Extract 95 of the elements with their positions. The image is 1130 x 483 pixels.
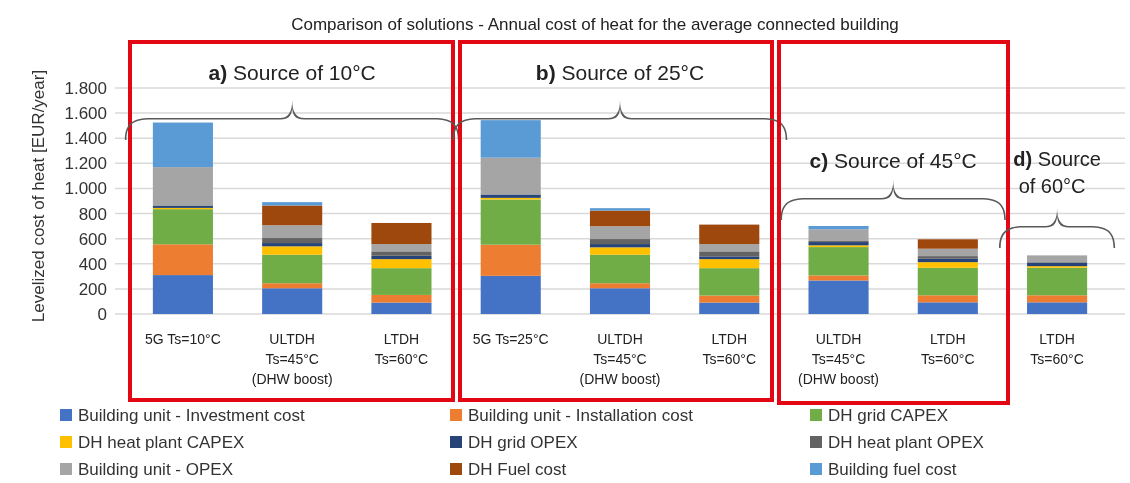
bar bbox=[699, 295, 760, 303]
bar bbox=[1027, 262, 1088, 267]
y-axis-title: Levelized cost of heat [EUR/year] bbox=[29, 69, 48, 323]
bar bbox=[589, 283, 651, 289]
legend-label: Building unit - Installation cost bbox=[468, 405, 694, 425]
legend-label: DH grid CAPEX bbox=[828, 405, 948, 425]
y-tick-label: 1.000 bbox=[64, 179, 107, 199]
bar bbox=[699, 224, 760, 245]
bar bbox=[152, 244, 213, 276]
bar bbox=[371, 302, 432, 314]
bar bbox=[808, 225, 869, 230]
text: b) Source of 25°C bbox=[535, 61, 705, 84]
bar bbox=[699, 302, 760, 314]
bar bbox=[480, 120, 541, 158]
bar bbox=[589, 208, 651, 211]
bar bbox=[1027, 267, 1088, 296]
y-tick-label: 1.600 bbox=[64, 104, 107, 124]
bar bbox=[699, 259, 760, 269]
bar bbox=[152, 275, 213, 314]
bar bbox=[589, 244, 651, 248]
bar bbox=[371, 268, 432, 295]
bar bbox=[589, 239, 651, 245]
y-tick-label: 1.400 bbox=[64, 129, 107, 149]
bar bbox=[589, 247, 651, 255]
y-tick-label: 400 bbox=[78, 254, 107, 274]
bar bbox=[808, 247, 869, 276]
bar bbox=[917, 248, 978, 257]
bar bbox=[371, 251, 432, 256]
bar bbox=[808, 280, 869, 314]
bar bbox=[699, 244, 760, 252]
bar bbox=[480, 157, 541, 195]
x-tick-label: LTDH Ts=60°C bbox=[921, 331, 975, 367]
y-tick-label: 1.200 bbox=[64, 154, 107, 174]
bar bbox=[699, 251, 760, 257]
bar bbox=[917, 256, 978, 259]
bar bbox=[371, 259, 432, 269]
bar bbox=[917, 295, 978, 303]
bar bbox=[917, 262, 978, 268]
bar bbox=[589, 226, 651, 240]
bar bbox=[808, 229, 869, 242]
bar bbox=[589, 210, 651, 227]
bar bbox=[917, 302, 978, 314]
bar bbox=[917, 239, 978, 249]
bar bbox=[262, 225, 323, 239]
x-tick-label: LTDH Ts=60°C bbox=[374, 331, 429, 367]
bar bbox=[262, 254, 323, 284]
legend-label: DH Fuel cost bbox=[468, 459, 567, 479]
bar bbox=[589, 254, 651, 284]
legend-label: DH grid OPEX bbox=[468, 432, 578, 452]
legend-label: Building unit - Investment cost bbox=[78, 405, 306, 425]
bar bbox=[1027, 302, 1088, 314]
bar bbox=[589, 288, 651, 314]
x-tick-label: LTDH Ts=60°C bbox=[702, 331, 757, 367]
bar bbox=[699, 256, 760, 260]
x-tick-label: ULTDH Ts=45°C (DHW boost) bbox=[251, 331, 333, 387]
chart-title: Comparison of solutions - Annual cost of heat for the average connected building bbox=[291, 15, 899, 34]
y-tick-label: 0 bbox=[97, 304, 107, 324]
bar bbox=[262, 243, 323, 247]
x-tick-label: ULTDH Ts=45°C (DHW boost) bbox=[798, 331, 879, 387]
bar bbox=[262, 246, 323, 255]
y-tick-label: 200 bbox=[78, 279, 107, 299]
bar bbox=[262, 288, 323, 314]
bar bbox=[480, 275, 541, 314]
bar bbox=[152, 209, 213, 245]
bar bbox=[1027, 255, 1088, 263]
legend-label: Building fuel cost bbox=[828, 459, 957, 479]
bar bbox=[480, 244, 541, 276]
bar bbox=[371, 255, 432, 260]
bar bbox=[371, 294, 432, 303]
x-tick-label: 5G Ts=25°C bbox=[472, 331, 549, 347]
annotation: d) Source of 60°C bbox=[1013, 148, 1102, 197]
bar bbox=[152, 167, 213, 206]
x-tick-label: LTDH Ts=60°C bbox=[1030, 331, 1084, 367]
y-tick-label: 1.800 bbox=[64, 78, 107, 98]
bar bbox=[152, 122, 213, 168]
x-tick-label: 5G Ts=10°C bbox=[145, 331, 221, 347]
y-tick-label: 600 bbox=[78, 229, 107, 249]
annotation: c) Source of 45°C bbox=[809, 149, 977, 172]
bar bbox=[262, 205, 323, 226]
bar bbox=[480, 199, 541, 245]
text: a) Source of 10°C bbox=[208, 61, 376, 84]
y-tick-label: 800 bbox=[78, 204, 107, 224]
bar bbox=[262, 202, 323, 206]
legend-label: Building unit - OPEX bbox=[78, 459, 233, 479]
bar bbox=[699, 268, 760, 296]
bar bbox=[371, 222, 432, 245]
bar bbox=[917, 267, 978, 296]
bar bbox=[1027, 295, 1088, 303]
bar bbox=[262, 283, 323, 289]
legend-label: DH heat plant CAPEX bbox=[78, 432, 245, 452]
bar bbox=[371, 244, 432, 252]
legend-label: DH heat plant OPEX bbox=[828, 432, 984, 452]
bar bbox=[262, 238, 323, 244]
bar bbox=[808, 275, 869, 281]
x-tick-label: ULTDH Ts=45°C (DHW boost) bbox=[579, 331, 661, 387]
